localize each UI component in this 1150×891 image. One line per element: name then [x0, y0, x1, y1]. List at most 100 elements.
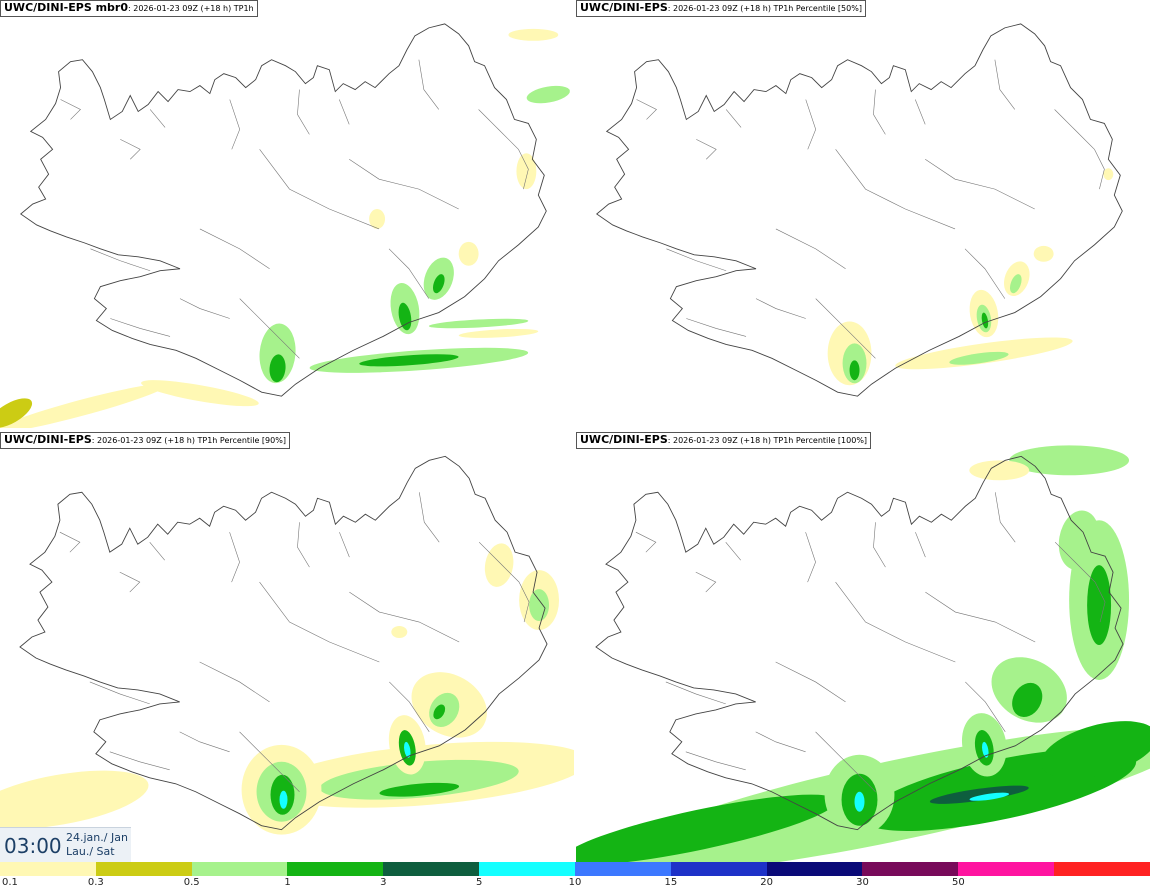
precip-layer: [0, 543, 574, 835]
road-line: [964, 248, 1006, 299]
precip-area: [428, 318, 529, 329]
road-line: [259, 149, 380, 230]
precip-area: [319, 759, 519, 800]
colorbar-label: 0.1: [2, 877, 18, 888]
precip-area: [0, 398, 33, 428]
road-line: [1054, 541, 1096, 583]
colorbar-swatch: [862, 862, 959, 876]
road-line: [179, 298, 230, 319]
road-line: [229, 532, 240, 583]
precip-area: [1058, 510, 1100, 570]
date-line-2: Lau./ Sat: [66, 845, 115, 858]
road-line: [666, 248, 727, 272]
road-line: [478, 541, 520, 583]
map-panel-p50: UWC/DINI-EPS: 2026-01-23 09Z (+18 h) TP1…: [576, 0, 1150, 428]
precip-area: [516, 153, 537, 190]
road-line: [1054, 109, 1095, 150]
road-line: [239, 731, 300, 792]
road-line: [239, 298, 300, 359]
precip-map-p50: [596, 23, 1123, 397]
road-line: [635, 531, 657, 553]
road-line: [259, 581, 380, 663]
road-line: [149, 109, 166, 128]
colorbar-label: 10: [568, 877, 582, 888]
colorbar-label: 30: [856, 877, 869, 888]
road-line: [965, 681, 1006, 733]
precip-area: [969, 460, 1030, 481]
panel-title: UWC/DINI-EPS: 2026-01-23 09Z (+18 h) TP1…: [576, 0, 866, 17]
precip-area: [269, 354, 286, 383]
precip-layer: [576, 445, 1150, 862]
road-line: [110, 318, 171, 337]
coastline: [595, 455, 1124, 831]
road-line: [418, 492, 440, 543]
coastline: [20, 23, 547, 397]
road-line: [149, 541, 165, 561]
valid-time-box: 03:00 24.jan./ Jan Lau./ Sat: [0, 827, 131, 862]
road-line: [297, 89, 310, 135]
precip-area: [279, 790, 288, 809]
road-line: [775, 661, 846, 703]
road-line: [199, 661, 270, 703]
precip-area: [433, 274, 445, 294]
precip-area: [529, 589, 550, 622]
road-line: [686, 318, 747, 337]
road-line: [915, 532, 926, 558]
precip-area: [1012, 682, 1043, 717]
colorbar-label: 20: [760, 877, 774, 888]
colorbar-label: 15: [664, 877, 678, 888]
road-line: [696, 139, 717, 160]
road-line: [518, 581, 530, 623]
precip-area: [259, 323, 296, 384]
date-line-1: 24.jan./ Jan: [66, 831, 128, 844]
precip-area: [0, 770, 149, 829]
colorbar-swatch: [766, 862, 863, 876]
road-line: [297, 522, 310, 568]
road-line: [90, 248, 151, 272]
road-line: [815, 298, 876, 359]
panel-title: UWC/DINI-EPS: 2026-01-23 09Z (+18 h) TP1…: [0, 432, 290, 449]
colorbar-label: 0.5: [183, 877, 200, 888]
colorbar: [0, 862, 1150, 876]
coastline: [596, 23, 1123, 397]
road-line: [636, 99, 657, 120]
precip-area: [854, 791, 865, 812]
precip-map-mbr0: [0, 23, 570, 428]
road-line: [120, 139, 141, 160]
map-panel-mbr0: UWC/DINI-EPS mbr0: 2026-01-23 09Z (+18 h…: [0, 0, 574, 428]
precip-area: [0, 383, 168, 428]
precip-area: [1087, 565, 1112, 646]
road-line: [925, 159, 1035, 210]
road-line: [805, 99, 817, 150]
road-line: [925, 591, 1036, 643]
colorbar-swatch: [670, 862, 767, 876]
colorbar-label: 1: [284, 877, 291, 888]
colorbar-swatch: [287, 862, 384, 876]
precip-area: [379, 782, 460, 797]
colorbar-swatch: [574, 862, 671, 876]
precip-area: [526, 85, 570, 104]
colorbar-labels: 0.1 0.3 0.5 1 3 5 10 15 20 30 50: [0, 876, 1150, 891]
precip-area: [458, 241, 479, 266]
road-line: [1094, 581, 1106, 623]
road-line: [119, 571, 141, 593]
precip-area: [391, 626, 408, 639]
precip-area: [404, 741, 411, 758]
precip-layer: [0, 28, 570, 428]
road-line: [229, 99, 241, 150]
road-line: [179, 731, 230, 753]
panel-title: UWC/DINI-EPS: 2026-01-23 09Z (+18 h) TP1…: [576, 432, 872, 449]
valid-time-hour: 03:00: [4, 834, 62, 858]
colorbar-label: 5: [475, 877, 483, 888]
road-line: [109, 751, 170, 771]
colorbar-label: 0.3: [87, 877, 104, 888]
precip-area: [359, 354, 459, 367]
road-line: [199, 228, 270, 269]
precip-area: [982, 741, 989, 758]
road-line: [389, 681, 430, 733]
colorbar-swatch: [0, 862, 96, 876]
precip-area: [849, 360, 860, 381]
road-line: [994, 492, 1016, 543]
precip-area: [141, 380, 259, 407]
road-line: [755, 298, 806, 319]
